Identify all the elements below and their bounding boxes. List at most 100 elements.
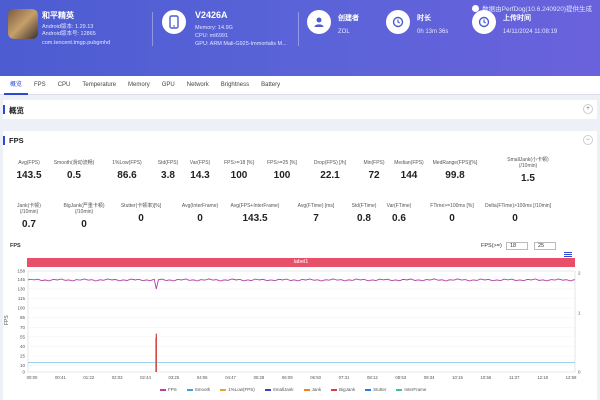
tab-fps[interactable]: FPS	[34, 81, 46, 88]
creator-value: ZOL	[338, 29, 350, 35]
fps-metric-value: 0.8	[357, 213, 371, 224]
x-tick-label: 01:22	[83, 375, 94, 380]
legend-item[interactable]: BigJank	[331, 387, 355, 392]
tab-battery[interactable]: Battery	[261, 81, 281, 88]
x-tick-label: 08:53	[395, 375, 406, 380]
fps-metric-label: SmallJank(小卡顿) (/10min)	[507, 157, 549, 169]
fps-metric-label: Std(FPS)	[157, 160, 179, 166]
fps-panel-title: FPS	[9, 136, 24, 145]
tab-network[interactable]: Network	[186, 81, 209, 88]
device-memory: Memory: 14.9G	[195, 25, 233, 31]
fps-metric: Std(FPS) 3.8	[138, 160, 198, 181]
fps-metric-value: 99.8	[445, 170, 465, 181]
fps-series-line	[27, 278, 576, 290]
legend-item[interactable]: FPS	[160, 387, 177, 392]
legend-label: Jank	[311, 387, 322, 392]
threshold-label: FPS(>=)	[481, 243, 502, 249]
fps-metric-label: Avg(FPS+InterFrame)	[230, 203, 280, 209]
fps-metric: Std(FTime) 0.8	[334, 203, 394, 224]
perfdog-watermark: 数据由PerfDog(10.6.240920)提供生成	[472, 3, 592, 13]
legend-swatch	[264, 388, 271, 391]
app-name: 和平精英	[42, 11, 74, 20]
legend-swatch	[331, 388, 338, 391]
fps-metric-label: Median(FPS)	[394, 160, 424, 166]
y-tick-label: 145	[17, 277, 25, 282]
threshold-input-1[interactable]: 18	[506, 242, 528, 250]
x-tick-label: 02:03	[112, 375, 123, 380]
x-tick-label: 12:18	[537, 375, 548, 380]
legend-swatch	[186, 388, 193, 391]
y2-tick-label: 2	[578, 271, 581, 276]
fps-metric-value: 100	[230, 170, 248, 181]
upload-clock-icon	[472, 10, 496, 34]
fps-metric-value: 100	[273, 170, 291, 181]
label-bar: label1	[27, 258, 575, 267]
fps-metric-label: 1%Low(FPS)	[112, 160, 142, 166]
tab-memory[interactable]: Memory	[128, 81, 150, 88]
fps-metric: Delta(FTime)>100ms [/10min] 0	[485, 203, 551, 224]
y-tick-label: 25	[20, 354, 26, 359]
fps-metric: Avg(InterFrame) 0	[170, 203, 230, 224]
y-tick-label: 10	[20, 363, 26, 368]
tab-brightness[interactable]: Brightness	[220, 81, 250, 88]
legend-item[interactable]: InterFrame	[396, 387, 426, 392]
fps-metric-label: Avg(FPS)	[18, 160, 40, 166]
legend-item[interactable]: Smooth	[186, 387, 211, 392]
threshold-input-2[interactable]: 25	[534, 242, 556, 250]
fps-metric-label: Smooth(滑动流畅)	[53, 160, 95, 166]
fps-metric-label: FPS>=18 [%]	[224, 160, 254, 166]
fps-metric-label: Stutter(卡顿率)[%]	[120, 203, 162, 209]
tab-overview[interactable]: 概览	[4, 76, 29, 95]
fps-toggle-button[interactable]: −	[583, 135, 593, 145]
fps-metric-label: Min(FPS)	[363, 160, 385, 166]
legend-swatch	[303, 388, 310, 391]
legend-item[interactable]: 1%Low(FPS)	[220, 387, 255, 392]
x-tick-label: 08:12	[367, 375, 378, 380]
y-tick-label: 70	[20, 325, 26, 330]
legend-item[interactable]: Jank	[303, 387, 322, 392]
legend-label: InterFrame	[404, 387, 427, 392]
overview-toggle-button[interactable]: +	[583, 104, 593, 114]
fps-metric-value: 1.5	[521, 173, 535, 184]
fps-metric-value: 0.7	[22, 219, 36, 230]
device-name: V2426A	[195, 10, 228, 20]
y-tick-label: 115	[18, 296, 26, 301]
fps-metric: Avg(FPS+InterFrame) 143.5	[225, 203, 285, 224]
x-tick-label: 02:44	[140, 375, 151, 380]
x-tick-label: 05:28	[254, 375, 265, 380]
tab-gpu[interactable]: GPU	[161, 81, 175, 88]
overview-title: 概览	[9, 106, 24, 115]
fps-metric: BigJank(严重卡顿) (/10min) 0	[54, 203, 114, 230]
tab-cpu[interactable]: CPU	[57, 81, 71, 88]
x-tick-label: 11:37	[509, 375, 520, 380]
app-android-version: Android版本: 1.29.13	[42, 24, 94, 30]
legend-item[interactable]: SmallJank	[264, 387, 294, 392]
chart-menu-icon[interactable]	[564, 244, 572, 257]
y-tick-label: 130	[17, 286, 25, 291]
legend-swatch	[220, 388, 227, 391]
legend-label: FPS	[168, 387, 177, 392]
fps-metric-value: 0	[449, 213, 455, 224]
fps-metric: FPS>=18 [%] 100	[209, 160, 269, 181]
x-tick-label: 10:56	[481, 375, 492, 380]
fps-metric-label: Avg(FTime) [ms]	[297, 203, 335, 209]
fps-metric: Median(FPS) 144	[379, 160, 439, 181]
y2-tick-label: 1	[578, 311, 581, 316]
fps-metric: Stutter(卡顿率)[%] 0	[111, 203, 171, 224]
fps-metric-value: 72	[368, 170, 380, 181]
fps-metric-value: 0.6	[392, 213, 406, 224]
tab-temperature[interactable]: Temperature	[82, 81, 117, 88]
x-tick-label: 06:09	[282, 375, 293, 380]
legend-item[interactable]: Stutter	[365, 387, 386, 392]
fps-metric-label: FTime>=100ms [%]	[430, 203, 474, 209]
x-tick-label: 12:59	[566, 375, 577, 380]
fps-metric-value: 0	[197, 213, 203, 224]
fps-metric-value: 0.5	[67, 170, 81, 181]
upload-time-value: 14/11/2024 11:08:19	[503, 29, 558, 35]
y2-tick-label: 0	[578, 370, 581, 375]
x-tick-label: 06:50	[310, 375, 321, 380]
legend-label: Smooth	[194, 387, 211, 392]
fps-metric-label: Jank(卡顿) (/10min)	[17, 203, 41, 215]
report-header: 数据由PerfDog(10.6.240920)提供生成 和平精英 Android…	[0, 0, 600, 76]
